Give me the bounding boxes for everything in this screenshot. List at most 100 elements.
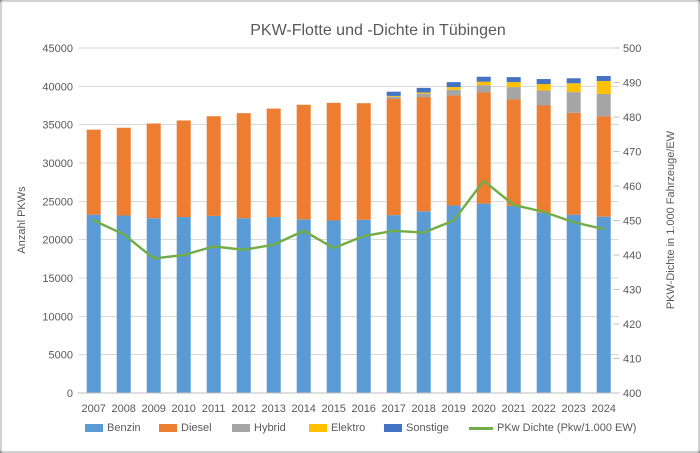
bar-segment-diesel-2012 [236,113,251,219]
legend-label: Benzin [107,422,141,434]
bar-segment-diesel-2008 [116,127,131,216]
bar-segment-diesel-2019 [446,95,461,206]
right-axis-tick-label: 450 [623,216,641,228]
bar-segment-benzin-2016 [356,219,371,393]
bar-segment-benzin-2020 [476,203,491,393]
bar-segment-hybrid-2022 [536,90,551,106]
bar-segment-diesel-2020 [476,92,491,204]
y-axis-tick-label: 20000 [42,235,73,247]
bar-segment-benzin-2009 [146,218,161,393]
bar-segment-benzin-2011 [206,215,221,393]
y-axis-tick-label: 15000 [42,273,73,285]
y-axis-tick-label: 45000 [42,43,73,55]
legend-item-diesel: Diesel [159,421,212,435]
bar-segment-benzin-2008 [116,215,131,393]
bar-segment-benzin-2018 [416,211,431,393]
right-axis-tick-label: 470 [623,147,641,159]
bar-segment-diesel-2007 [86,129,101,215]
bar-segment-benzin-2017 [386,215,401,393]
bar-segment-benzin-2015 [326,220,341,393]
bar-segment-benzin-2007 [86,214,101,393]
right-axis-tick-label: 400 [623,388,641,400]
right-axis-tick-label: 500 [623,43,641,55]
y-axis-tick-label: 5000 [49,350,73,362]
bar-segment-benzin-2021 [506,205,521,393]
chart-title: PKW-Flotte und -Dichte in Tübingen [250,22,506,39]
legend-item-pkw-dichte: PKw Dichte (Pkw/1.000 EW) [469,421,636,435]
bar-segment-benzin-2012 [236,218,251,393]
x-axis-tick-label: 2010 [171,403,195,415]
bar-segment-sonstige-2017 [386,91,401,96]
bar-segment-elektro-2022 [536,84,551,91]
bar-segment-diesel-2016 [356,103,371,220]
y-axis-tick-label: 10000 [42,311,73,323]
legend-swatch-icon [309,424,327,432]
bar-segment-benzin-2010 [176,217,191,393]
legend-label: Diesel [181,422,212,434]
y-axis-tick-label: 30000 [42,158,73,170]
bar-segment-diesel-2017 [386,98,401,216]
density-line [92,179,605,260]
bar-segment-diesel-2021 [506,99,521,206]
right-axis-tick-label: 410 [623,354,641,366]
right-axis-tick-label: 420 [623,319,641,331]
x-axis-tick-label: 2015 [321,403,345,415]
bar-segment-diesel-2018 [416,97,431,212]
legend-item-benzin: Benzin [85,421,141,435]
legend-label: Elektro [331,422,366,434]
bar-segment-elektro-2017 [386,95,401,97]
legend-label: Sonstige [406,422,449,434]
bar-segment-diesel-2023 [566,112,581,215]
legend-line-icon [469,426,493,430]
legend-swatch-icon [232,424,250,432]
bar-segment-benzin-2019 [446,205,461,393]
right-axis-tick-label: 480 [623,112,641,124]
x-axis-tick-label: 2017 [381,403,405,415]
bar-segment-elektro-2018 [416,92,431,94]
bar-segment-benzin-2014 [296,219,311,393]
y-axis-tick-label: 35000 [42,120,73,132]
bar-segment-diesel-2010 [176,120,191,218]
bar-segment-hybrid-2020 [476,85,491,93]
right-axis-tick-label: 490 [623,78,641,90]
bar-segment-elektro-2021 [506,82,521,88]
x-axis-tick-label: 2020 [471,403,495,415]
bar-segment-sonstige-2023 [566,78,581,84]
bar-segment-hybrid-2019 [446,89,461,96]
bar-segment-hybrid-2017 [386,96,401,99]
y-axis-tick-label: 0 [67,388,73,400]
legend-item-hybrid: Hybrid [232,421,286,435]
bar-segment-hybrid-2018 [416,93,431,98]
x-axis-tick-label: 2013 [261,403,285,415]
plot-area: 0 5000 10000 15000 20000 25000 30000 35000 40000… [42,43,641,415]
bar-segment-elektro-2020 [476,81,491,86]
right-axis-tick-label: 440 [623,250,641,262]
bar-segment-diesel-2022 [536,105,551,213]
bar-segment-sonstige-2020 [476,76,491,82]
legend-swatch-icon [85,424,103,432]
bar-segment-diesel-2024 [596,116,611,217]
right-axis-tick-label: 430 [623,285,641,297]
bar-segment-sonstige-2022 [536,79,551,85]
x-axis-tick-label: 2022 [531,403,555,415]
bar-segment-sonstige-2021 [506,77,521,83]
bar-segment-hybrid-2023 [566,92,581,113]
y-axis-tick-label: 25000 [42,196,73,208]
x-axis-tick-label: 2014 [291,403,315,415]
bar-segment-sonstige-2024 [596,75,611,81]
x-axis-tick-label: 2012 [231,403,255,415]
legend-swatch-icon [384,424,402,432]
bar-segment-benzin-2022 [536,212,551,393]
chart-legend: Benzin Diesel Hybrid Elektro Sonstige PKw Dic… [2,421,698,437]
bar-segment-hybrid-2021 [506,87,521,100]
bar-segment-elektro-2024 [596,80,611,94]
x-axis-tick-label: 2024 [591,403,615,415]
bar-segment-benzin-2013 [266,217,281,393]
x-axis-tick-label: 2019 [441,403,465,415]
legend-label: PKw Dichte (Pkw/1.000 EW) [497,422,637,434]
bar-segment-diesel-2011 [206,116,221,216]
x-axis-tick-label: 2023 [561,403,585,415]
right-axis-tick-label: 460 [623,181,641,193]
x-axis-tick-label: 2007 [81,403,105,415]
